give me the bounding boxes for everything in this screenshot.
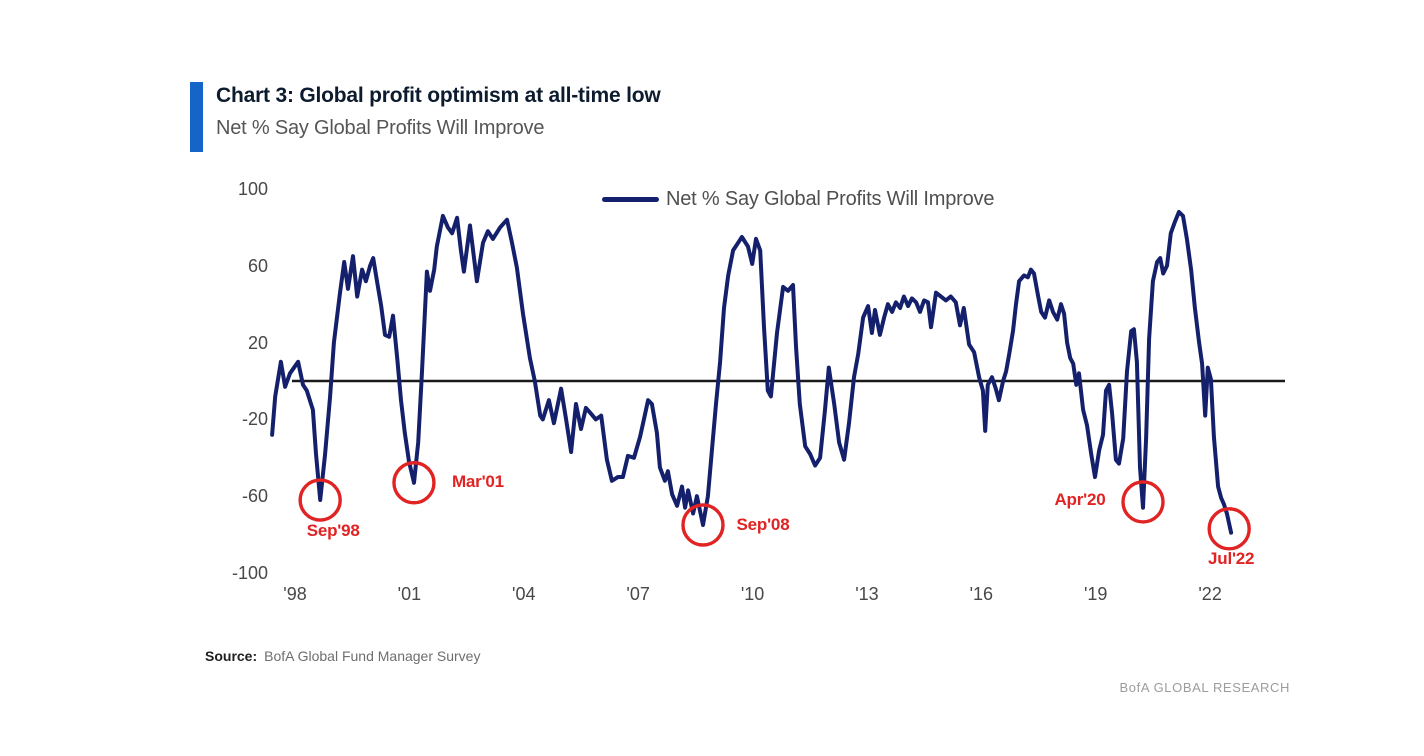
annotation-circle-jul22 (1207, 507, 1251, 551)
source-note: Source: BofA Global Fund Manager Survey (205, 648, 480, 664)
source-text: BofA Global Fund Manager Survey (264, 648, 481, 664)
y-tick-label-20: 20 (247, 332, 268, 353)
x-tick-label-2010: '10 (740, 584, 765, 604)
annotation-label-sep08: Sep'08 (736, 515, 790, 534)
annotation-label-mar01: Mar'01 (451, 471, 504, 491)
y-tick-label--60: -60 (241, 486, 268, 507)
legend-label: Net % Say Global Profits Will Improve (666, 188, 995, 210)
x-tick-label-2016: '16 (969, 584, 994, 604)
y-tick-label-100: 100 (237, 179, 268, 199)
x-tick-label-2013: '13 (855, 584, 879, 604)
annotation-circle-sep98 (298, 478, 342, 522)
legend: Net % Say Global Profits Will Improve (602, 188, 994, 211)
legend-line-swatch (602, 197, 659, 202)
x-tick-label-2004: '04 (512, 584, 536, 604)
y-tick-label--20: -20 (241, 409, 268, 430)
annotation-circle-mar01 (392, 461, 436, 505)
profit-optimism-line (270, 210, 1234, 535)
x-tick-label-2007: '07 (626, 584, 650, 604)
page-subtitle: Net % Say Global Profits Will Improve (216, 117, 545, 139)
page-title: Chart 3: Global profit optimism at all-t… (216, 84, 661, 107)
y-tick-label--100: -100 (231, 563, 268, 583)
annotation-label-sep98: Sep'98 (306, 521, 360, 541)
annotation-circle-apr20 (1121, 480, 1165, 524)
y-tick-label-60: 60 (247, 255, 268, 276)
x-tick-label-1998: '98 (283, 584, 307, 604)
annotation-circle-sep08 (681, 503, 725, 547)
brand-note: BofA GLOBAL RESEARCH (1119, 680, 1290, 695)
x-tick-label-2022: '22 (1198, 584, 1222, 604)
annotation-label-apr20: Apr'20 (1054, 489, 1106, 509)
x-tick-label-2019: '19 (1083, 584, 1108, 604)
annotation-label-jul22: Jul'22 (1208, 548, 1255, 568)
x-tick-label-2001: '01 (397, 584, 422, 604)
source-prefix: Source: (205, 648, 258, 664)
accent-bar (190, 82, 203, 152)
